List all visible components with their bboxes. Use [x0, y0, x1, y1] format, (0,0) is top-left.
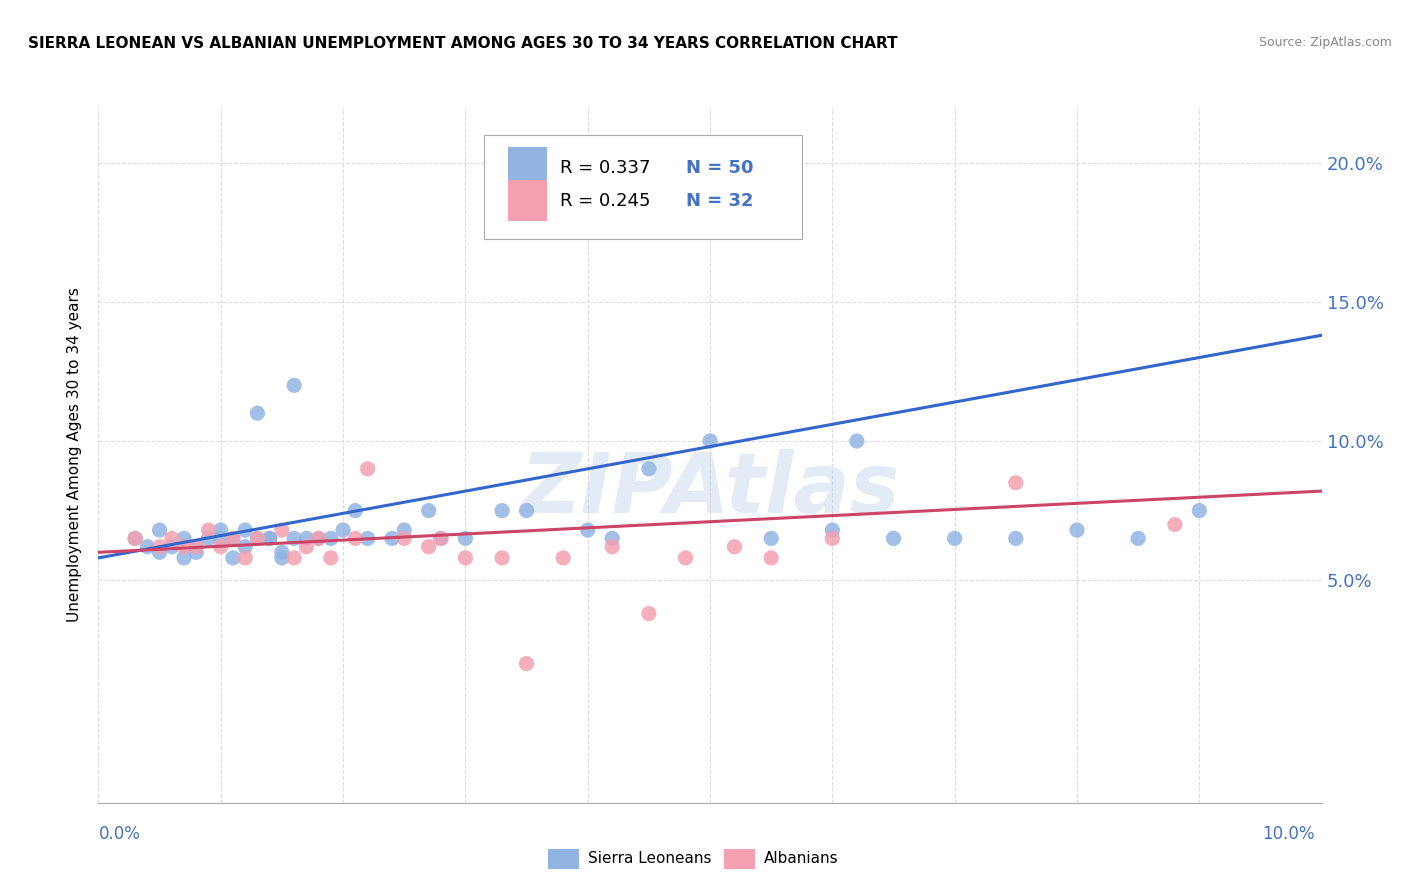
Point	[356, 462, 378, 476]
FancyBboxPatch shape	[484, 135, 801, 239]
Point	[149, 540, 172, 554]
Point	[209, 532, 232, 546]
Point	[222, 532, 245, 546]
Point	[233, 540, 256, 554]
Point	[637, 462, 661, 476]
Point	[759, 550, 782, 565]
Point	[845, 434, 868, 448]
Point	[723, 540, 745, 554]
Y-axis label: Unemployment Among Ages 30 to 34 years: Unemployment Among Ages 30 to 34 years	[67, 287, 83, 623]
Point	[356, 532, 378, 546]
Point	[821, 532, 844, 546]
Text: Source: ZipAtlas.com: Source: ZipAtlas.com	[1258, 36, 1392, 49]
Point	[454, 550, 477, 565]
Point	[491, 503, 513, 517]
Point	[516, 503, 538, 517]
Point	[344, 503, 367, 517]
Text: 10.0%: 10.0%	[1263, 825, 1315, 843]
Point	[600, 532, 623, 546]
Point	[259, 532, 281, 546]
Point	[173, 532, 195, 546]
Point	[197, 532, 219, 546]
Text: 0.0%: 0.0%	[98, 825, 141, 843]
Point	[418, 540, 440, 554]
Point	[259, 532, 281, 546]
Point	[209, 523, 232, 537]
Point	[209, 540, 232, 554]
Text: SIERRA LEONEAN VS ALBANIAN UNEMPLOYMENT AMONG AGES 30 TO 34 YEARS CORRELATION CH: SIERRA LEONEAN VS ALBANIAN UNEMPLOYMENT …	[28, 36, 898, 51]
Point	[454, 532, 477, 546]
Point	[160, 532, 183, 546]
Point	[283, 378, 305, 392]
Point	[308, 532, 330, 546]
Point	[943, 532, 966, 546]
Point	[136, 540, 159, 554]
Point	[186, 545, 208, 559]
Point	[759, 532, 782, 546]
Point	[308, 532, 330, 546]
Point	[295, 540, 318, 554]
Point	[699, 434, 721, 448]
Point	[283, 550, 305, 565]
Point	[319, 550, 342, 565]
Point	[392, 532, 416, 546]
Point	[295, 532, 318, 546]
Point	[418, 503, 440, 517]
Point	[270, 545, 292, 559]
Point	[381, 532, 404, 546]
Point	[319, 532, 342, 546]
Point	[124, 532, 146, 546]
Point	[246, 532, 269, 546]
Point	[197, 523, 219, 537]
Point	[149, 545, 172, 559]
Point	[186, 540, 208, 554]
Point	[233, 550, 256, 565]
Point	[332, 523, 354, 537]
Text: R = 0.337: R = 0.337	[560, 159, 650, 177]
FancyBboxPatch shape	[508, 147, 547, 188]
Point	[149, 523, 172, 537]
Point	[1004, 475, 1026, 490]
Point	[1188, 503, 1211, 517]
Point	[246, 532, 269, 546]
Point	[600, 540, 623, 554]
Point	[821, 523, 844, 537]
Point	[516, 657, 538, 671]
Point	[675, 550, 697, 565]
Point	[637, 607, 661, 621]
Point	[124, 532, 146, 546]
Point	[883, 532, 905, 546]
Text: N = 32: N = 32	[686, 192, 754, 210]
Text: ZIPAtlas: ZIPAtlas	[520, 450, 900, 530]
Point	[1128, 532, 1150, 546]
Text: Sierra Leoneans: Sierra Leoneans	[588, 851, 711, 865]
Text: Albanians: Albanians	[763, 851, 838, 865]
Point	[186, 540, 208, 554]
Point	[270, 523, 292, 537]
Point	[222, 532, 245, 546]
Point	[270, 550, 292, 565]
Point	[430, 532, 453, 546]
Point	[222, 550, 245, 565]
Point	[1066, 523, 1088, 537]
Point	[344, 532, 367, 546]
Point	[576, 523, 599, 537]
Point	[392, 523, 416, 537]
Point	[160, 540, 183, 554]
Point	[1004, 532, 1026, 546]
Point	[173, 540, 195, 554]
Text: N = 50: N = 50	[686, 159, 754, 177]
Point	[553, 550, 575, 565]
Point	[491, 550, 513, 565]
Point	[246, 406, 269, 420]
Point	[1164, 517, 1187, 532]
Point	[430, 532, 453, 546]
Point	[173, 550, 195, 565]
Point	[283, 532, 305, 546]
Point	[233, 523, 256, 537]
FancyBboxPatch shape	[508, 180, 547, 221]
Text: R = 0.245: R = 0.245	[560, 192, 650, 210]
